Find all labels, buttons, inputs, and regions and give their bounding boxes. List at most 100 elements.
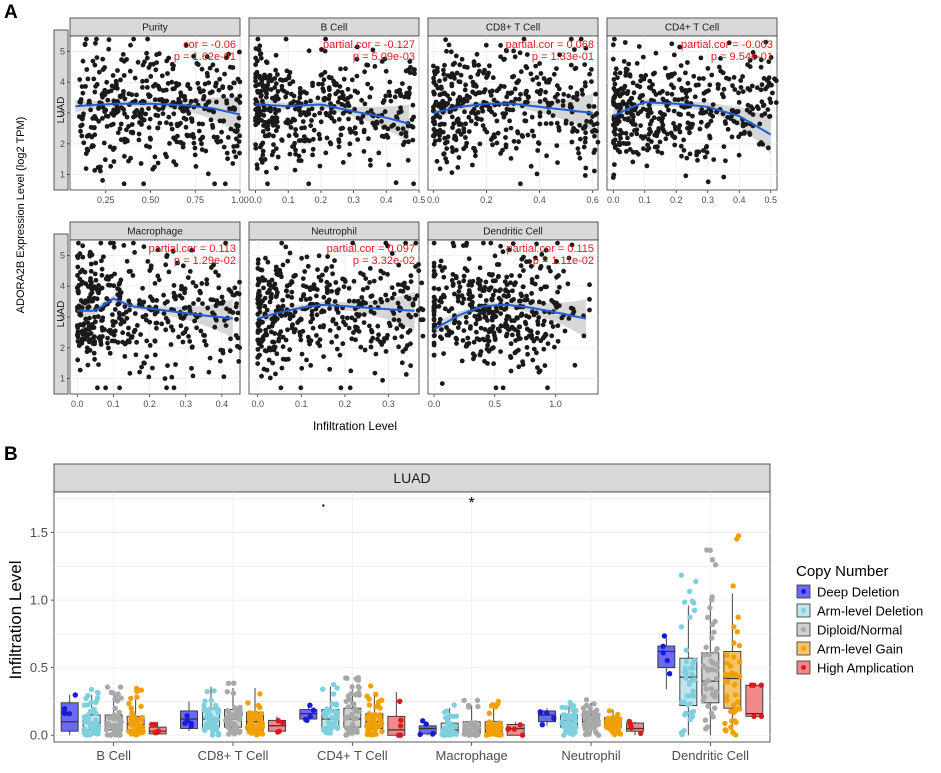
data-point [166,55,172,61]
data-point [91,350,97,356]
data-point [534,274,540,280]
data-point [109,338,115,344]
data-point [100,334,105,339]
data-point [113,319,118,325]
x-tick-label: 0.75 [186,195,204,205]
data-point [582,139,588,145]
data-point [451,243,457,249]
data-point [410,124,416,130]
data-point [466,129,472,134]
box-arm-level-deletion [678,572,699,738]
data-point [264,332,270,338]
data-point [392,335,398,341]
data-point [187,308,193,313]
box-deep-deletion [657,633,676,690]
data-point [701,652,708,658]
data-point [152,281,158,286]
data-point [298,158,304,164]
data-point [387,93,393,98]
data-point [630,118,636,123]
data-point [255,347,261,352]
data-point [437,78,442,84]
data-point [737,673,743,679]
data-point [85,732,92,738]
data-point [584,118,589,124]
data-point [436,286,442,292]
data-point [724,75,729,81]
data-point [221,374,227,380]
data-point [332,258,337,263]
data-point [237,150,242,156]
data-point [708,686,715,692]
data-point [101,140,107,146]
data-point [295,320,300,325]
data-point [454,117,460,123]
data-point [754,85,760,91]
jitter-points [461,697,481,738]
data-point [440,732,446,738]
data-point [170,66,176,72]
data-point [578,36,584,42]
data-point [513,145,519,151]
jitter-points [700,547,720,732]
data-point [182,720,188,726]
data-point [631,90,637,96]
data-point [453,335,459,341]
data-point [718,56,723,61]
legend-label: Arm-level Deletion [817,604,923,619]
data-point [466,256,472,262]
data-point [450,283,456,288]
data-point [262,157,268,162]
data-point [78,269,83,275]
data-point [646,137,651,142]
data-point [615,75,620,81]
data-point [383,93,389,99]
data-point [110,147,116,153]
data-point [258,88,264,94]
data-point [632,107,638,113]
data-point [136,131,142,137]
data-point [136,137,142,143]
data-point [732,692,739,698]
data-point [583,45,589,51]
data-point [403,133,409,139]
data-point [477,282,483,288]
data-point [682,665,688,671]
data-point [538,88,544,93]
data-point [213,80,219,86]
data-point [495,326,501,332]
data-point [226,51,232,57]
data-point [202,698,208,704]
data-point [612,95,617,100]
data-point [726,40,732,46]
data-point [542,363,548,368]
data-point [731,702,737,708]
data-point [156,51,162,57]
data-point [697,126,703,132]
data-point [96,104,102,110]
p-value-label: p = 1.11e-02 [533,255,594,267]
box-body [626,722,644,732]
data-point [353,324,358,330]
data-point [194,61,200,66]
data-point [692,94,698,100]
data-point [522,297,528,303]
data-point [510,74,515,80]
data-point [343,732,349,738]
data-point [292,167,298,173]
data-point [178,105,184,111]
data-point [225,156,231,162]
data-point [81,140,87,146]
x-tick-label: 0.4 [380,195,393,205]
data-point [475,116,481,122]
data-point [155,273,161,279]
data-point [154,320,160,326]
data-point [467,279,473,284]
data-point [504,274,510,280]
data-point [723,158,728,164]
data-point [85,148,90,153]
panel-a-x-axis-label: Infiltration Level [313,419,397,433]
data-point [623,73,629,78]
data-point [580,712,587,718]
panel-a-row1-strip: LUAD [53,29,69,191]
